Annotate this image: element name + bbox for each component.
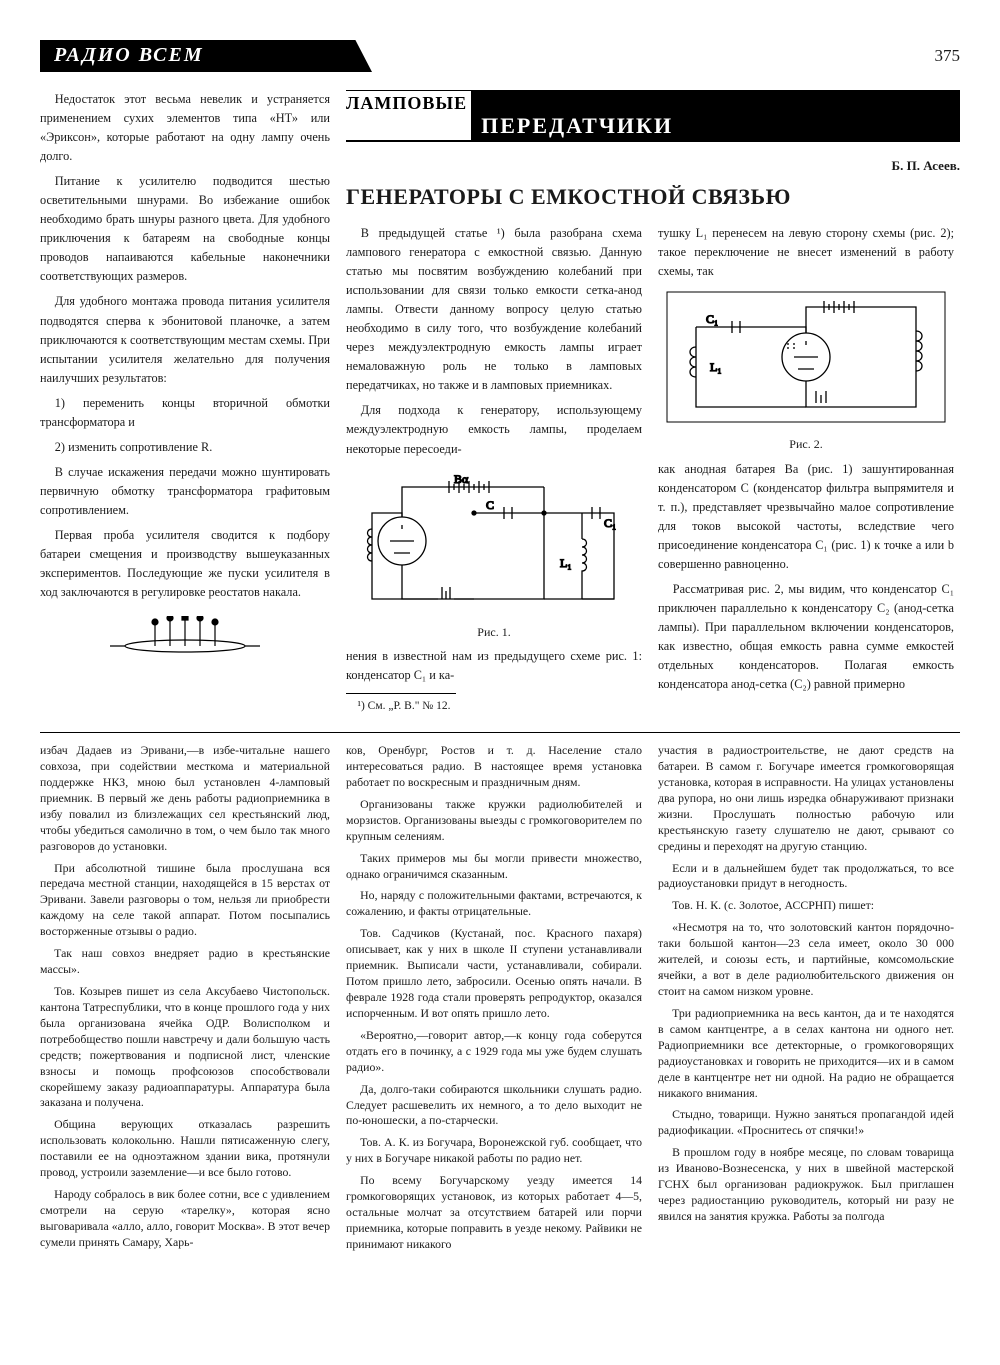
lower-col-2: ков, Оренбург, Ростов и т. д. Население … (346, 743, 642, 1259)
body-text: ков, Оренбург, Ростов и т. д. Население … (346, 743, 642, 791)
section-header: ЛАМПОВЫЕ ПЕРЕДАТЧИКИ (346, 90, 960, 142)
body-text: Для удобного монтажа провода питания уси… (40, 292, 330, 387)
body-text: Питание к усилителю подводится шестью ос… (40, 172, 330, 286)
body-text: участия в радиостроительстве, не дают ср… (658, 743, 954, 854)
article-title: ГЕНЕРАТОРЫ С ЕМКОСТНОЙ СВЯЗЬЮ (346, 184, 960, 210)
lower-col-3: участия в радиостроительстве, не дают ср… (658, 743, 954, 1259)
page-number: 375 (935, 46, 961, 66)
body-text: Тов. Садчиков (Кустанай, пос. Красного п… (346, 926, 642, 1022)
body-text: Так наш совхоз внедряет радио в крестьян… (40, 946, 330, 978)
body-text: Организованы также кружки радиолюбителей… (346, 797, 642, 845)
body-text: Тов. Козырев пишет из села Аксубаево Чис… (40, 984, 330, 1111)
body-text: Три радиоприемника на весь кантон, да и … (658, 1006, 954, 1102)
lower-col-1: избач Дадаев из Эривани,—в избе-читальне… (40, 743, 330, 1259)
magazine-banner: РАДИО ВСЕМ (40, 40, 372, 72)
figure-2: C₁ L₁ Ри (658, 291, 954, 454)
body-text: Рассматривая рис. 2, мы видим, что конде… (658, 580, 954, 694)
body-text: Народу собралось в вик более сотни, все … (40, 1187, 330, 1251)
body-text: 1) переменить концы вторичной обмотки тр… (40, 394, 330, 432)
left-column: Недостаток этот весьма невелик и устраня… (40, 90, 330, 722)
body-text: как анодная батарея Ва (рис. 1) зашунтир… (658, 460, 954, 574)
middle-column: В предыдущей статье ¹) была разобрана сх… (346, 224, 642, 722)
figure-1: Bα C (346, 469, 642, 642)
body-text: В прошлом году в ноябре месяце, по слова… (658, 1145, 954, 1225)
body-text: избач Дадаев из Эривани,—в избе-читальне… (40, 743, 330, 854)
body-text: Стыдно, товарищи. Нужно заняться пропага… (658, 1107, 954, 1139)
ornament-icon (40, 616, 330, 666)
footnote-rule (346, 693, 456, 694)
body-text: нения в известной нам из предыдущего схе… (346, 647, 642, 685)
body-text: Для подхода к генератору, использующему … (346, 401, 642, 458)
body-text: 2) изменить сопротивление R. (40, 438, 330, 457)
body-text: Если и в дальнейшем будет так продолжать… (658, 861, 954, 893)
body-text: Тов. А. К. из Богучара, Воронежской губ.… (346, 1135, 642, 1167)
figure-caption: Рис. 1. (346, 623, 642, 642)
body-text: Недостаток этот весьма невелик и устраня… (40, 90, 330, 166)
body-text: При абсолютной тишине была прослушана вс… (40, 861, 330, 941)
horizontal-divider (40, 732, 960, 733)
right-column: тушку L₁ перенесем на левую сторону схем… (658, 224, 954, 722)
svg-text:C: C (486, 498, 494, 512)
body-text: Но, наряду с положительными фактами, вст… (346, 888, 642, 920)
svg-text:L₁: L₁ (710, 360, 722, 374)
svg-text:C₁: C₁ (604, 516, 616, 530)
svg-text:L₁: L₁ (560, 556, 572, 570)
body-text: По всему Богучарскому уезду имеется 14 г… (346, 1173, 642, 1253)
svg-text:C₁: C₁ (706, 312, 718, 326)
footnote: ¹) См. „Р. В." № 12. (346, 698, 642, 716)
body-text: тушку L₁ перенесем на левую сторону схем… (658, 224, 954, 281)
body-text: Тов. Н. К. (с. Золотое, АССРНП) пишет: (658, 898, 954, 914)
section-header-right: ПЕРЕДАТЧИКИ (471, 113, 960, 142)
body-text: «Вероятно,—говорит автор,—к концу года с… (346, 1028, 642, 1076)
body-text: «Несмотря на то, что золотовский кантон … (658, 920, 954, 1000)
section-header-left: ЛАМПОВЫЕ (346, 91, 475, 142)
top-bar: РАДИО ВСЕМ 375 (40, 40, 960, 72)
body-text: Таких примеров мы бы могли привести множ… (346, 851, 642, 883)
body-text: Первая проба усилителя сводится к подбор… (40, 526, 330, 602)
author-name: Б. П. Асеев. (346, 158, 960, 174)
svg-text:Bα: Bα (454, 472, 469, 486)
body-text: В случае искажения передачи можно шунтир… (40, 463, 330, 520)
figure-caption: Рис. 2. (658, 435, 954, 454)
body-text: Община верующих отказалась разрешить исп… (40, 1117, 330, 1181)
body-text: Да, долго-таки собираются школьники слуш… (346, 1082, 642, 1130)
body-text: В предыдущей статье ¹) была разобрана сх… (346, 224, 642, 395)
